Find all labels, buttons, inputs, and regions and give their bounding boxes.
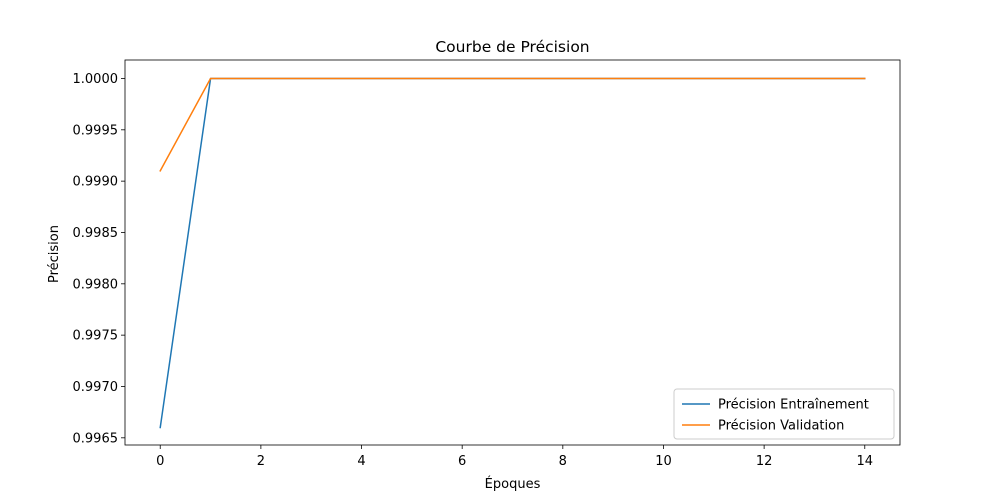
y-tick-label: 0.9980 (73, 277, 119, 292)
y-tick-label: 0.9970 (73, 380, 119, 395)
y-tick-label: 1.0000 (73, 72, 119, 87)
y-tick-label: 0.9965 (73, 431, 119, 446)
x-tick-label: 12 (756, 454, 773, 469)
axes-frame (124, 59, 901, 446)
x-tick-label: 2 (257, 454, 265, 469)
legend-label-1: Précision Entraînement (718, 398, 869, 413)
y-tick-label: 0.9975 (73, 329, 119, 344)
legend-box (673, 388, 895, 440)
y-tick-label: 0.9985 (73, 226, 119, 241)
legend: Précision Entraînement Précision Validati… (673, 388, 895, 440)
y-tick-label: 0.9995 (73, 123, 119, 138)
chart-title: Courbe de Précision (435, 38, 589, 56)
axes: 0 2 4 6 8 10 12 14 0.9965 0.9970 0.9975 0.9980 0.998… (73, 59, 901, 469)
series-line-2 (159, 77, 866, 172)
plot-area (159, 77, 866, 429)
y-axis-label: Précision (47, 225, 62, 283)
x-tick-label: 10 (655, 454, 672, 469)
x-tick-label: 0 (156, 454, 164, 469)
y-tick-label: 0.9990 (73, 175, 119, 190)
x-tick-label: 8 (559, 454, 567, 469)
x-axis-label: Époques (485, 476, 541, 492)
x-tick-label: 4 (357, 454, 365, 469)
legend-label-2: Précision Validation (718, 419, 844, 434)
x-tick-label: 6 (458, 454, 466, 469)
x-tick-label: 14 (856, 454, 873, 469)
